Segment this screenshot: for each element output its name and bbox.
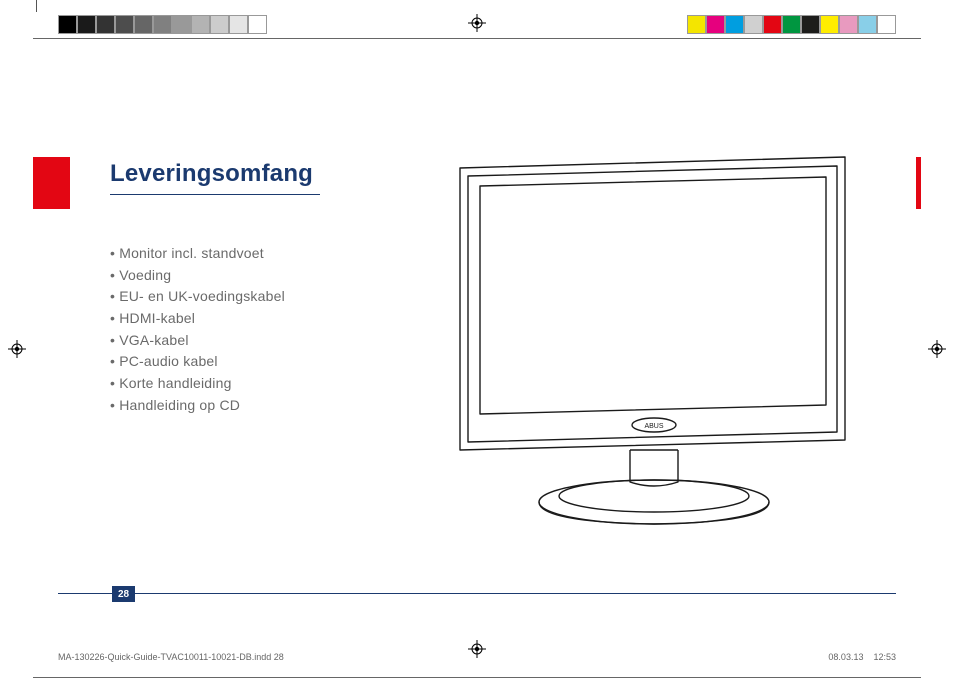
slug-file: MA-130226-Quick-Guide-TVAC10011-10021-DB… (58, 652, 284, 662)
scope-list-item: PC-audio kabel (110, 351, 410, 373)
registration-mark-icon (928, 340, 946, 358)
slug-date: 08.03.13 (828, 652, 863, 662)
registration-mark-icon (8, 340, 26, 358)
section-tab-right (916, 157, 921, 209)
bottom-crop-rule (33, 677, 921, 678)
scope-list: Monitor incl. standvoetVoedingEU- en UK-… (110, 243, 410, 417)
scope-list-item: Voeding (110, 265, 410, 287)
monitor-illustration: ABUS (440, 150, 870, 550)
crop-tick (36, 0, 37, 12)
slug-time: 12:53 (873, 652, 896, 662)
footer-rule (58, 593, 896, 594)
registration-mark-icon (468, 14, 486, 32)
scope-list-item: EU- en UK-voedingskabel (110, 286, 410, 308)
scope-list-item: Monitor incl. standvoet (110, 243, 410, 265)
scope-list-item: HDMI-kabel (110, 308, 410, 330)
top-crop-rule (33, 38, 921, 39)
scope-list-item: Handleiding op CD (110, 395, 410, 417)
page-title: Leveringsomfang (110, 160, 320, 195)
scope-list-item: Korte handleiding (110, 373, 410, 395)
content-block: Leveringsomfang Monitor incl. standvoetV… (110, 160, 410, 417)
color-swatches (687, 15, 896, 34)
svg-text:ABUS: ABUS (644, 423, 663, 430)
slug-line: MA-130226-Quick-Guide-TVAC10011-10021-DB… (58, 652, 896, 662)
scope-list-item: VGA-kabel (110, 330, 410, 352)
section-tab-left (33, 157, 70, 209)
gray-swatches (58, 15, 267, 34)
page-number-badge: 28 (112, 586, 135, 602)
